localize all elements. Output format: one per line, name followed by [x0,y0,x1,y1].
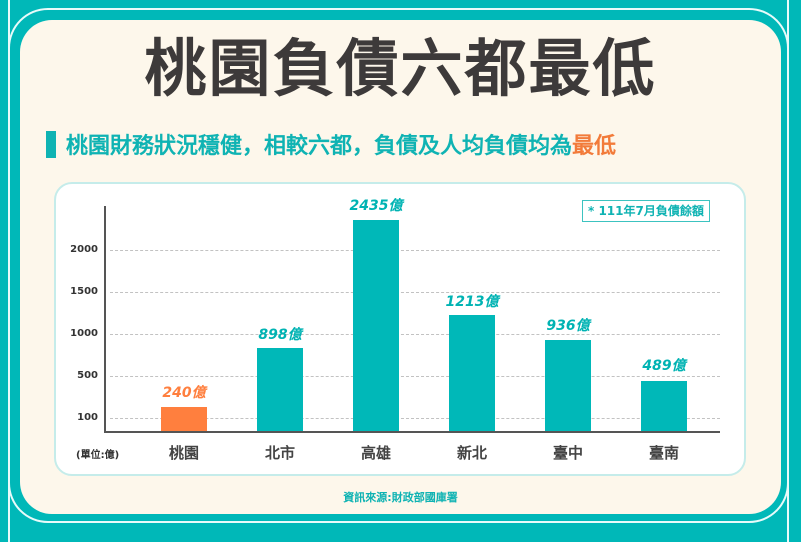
x-axis [104,431,720,433]
y-tick: 500 [77,370,98,381]
gridline-1000 [110,334,720,335]
gridline-1500 [110,292,720,293]
bar-new-taipei [449,315,495,431]
bar-taipei [257,348,303,431]
page-title: 桃園負債六都最低 [144,32,657,105]
bar-taoyuan [161,407,207,431]
gridline-500 [110,376,720,377]
subtitle-highlight: 最低 [572,134,617,159]
subtitle-text: 桃園財務狀況穩健，相較六都，負債及人均負債均為 [66,134,573,159]
value-label: 1213億 [445,294,499,310]
category-label: 北市 [264,444,295,462]
y-axis [104,206,106,432]
unit-label: (單位:億) [76,450,120,461]
source-note: 資訊來源:財政部國庫署 [343,491,458,504]
category-label: 臺中 [552,444,583,462]
value-label: 489億 [642,358,686,374]
value-label: 2435億 [349,198,403,214]
category-label: 桃園 [168,444,199,462]
y-tick: 100 [77,412,98,423]
bar-taichung [545,340,591,431]
y-tick: 1000 [70,328,98,339]
date-note: * 111年7月負債餘額 [582,200,710,222]
gridline-100 [110,418,720,419]
bar-tainan [641,381,687,431]
category-label: 臺南 [648,444,679,462]
y-tick: 2000 [70,244,98,255]
value-label: 898億 [258,327,302,343]
value-label: 936億 [546,318,590,334]
subtitle-accent-bar [46,130,56,158]
bar-kaohsiung [353,220,399,431]
y-tick: 1500 [70,286,98,297]
frame-line-bottom [8,0,789,523]
value-label: 240億 [162,385,206,401]
gridline-2000 [110,250,720,251]
category-label: 新北 [456,444,487,462]
subtitle: 桃園財務狀況穩健，相較六都，負債及人均負債均為 最低 [46,129,616,159]
category-label: 高雄 [360,444,391,462]
